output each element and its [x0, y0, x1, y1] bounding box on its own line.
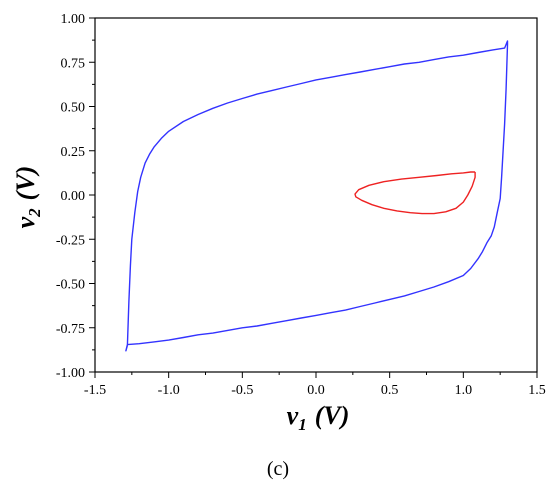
y-tick-label: -1.00 [56, 366, 85, 381]
plot-frame [94, 17, 538, 373]
x-tick-label: 1.5 [528, 383, 546, 398]
y-axis-label-subscript: 2 [25, 208, 44, 218]
series-line-blue-loop [125, 40, 509, 352]
x-axis-label-symbol: v [287, 401, 299, 430]
y-tick-label: 0.25 [61, 145, 86, 160]
y-tick-label: 0.75 [61, 56, 86, 71]
series-layer [125, 40, 509, 352]
y-tick-label: -0.25 [56, 233, 85, 248]
y-tick-label: 0.50 [61, 101, 86, 116]
x-tick-label: 0.0 [307, 383, 325, 398]
series-line-red-loop [354, 171, 476, 215]
x-tick-label: 0.5 [381, 383, 399, 398]
x-axis-label-unit: (V) [315, 401, 350, 430]
figure-caption: (c) [267, 458, 289, 480]
y-tick-label: 0.00 [61, 189, 86, 204]
x-axis-label: v1 (V) [287, 401, 350, 434]
y-axis-label-symbol: v [11, 216, 40, 228]
y-axis-label: v2 (V) [11, 166, 44, 229]
x-tick-label: 1.0 [455, 383, 473, 398]
y-tick-label: -0.50 [56, 278, 85, 293]
x-tick-label: -1.5 [84, 383, 106, 398]
ticks-layer: -1.5 -1.0 -0.5 0.0 0.5 1.0 1.5 1.00 0.75 0.50 0.25… [56, 12, 546, 398]
x-axis-label-subscript: 1 [298, 415, 307, 434]
y-tick-label: -0.75 [56, 322, 85, 337]
y-axis-label-unit: (V) [11, 166, 40, 201]
x-tick-label: -0.5 [231, 383, 253, 398]
y-tick-label: 1.00 [61, 12, 86, 27]
x-tick-label: -1.0 [158, 383, 180, 398]
